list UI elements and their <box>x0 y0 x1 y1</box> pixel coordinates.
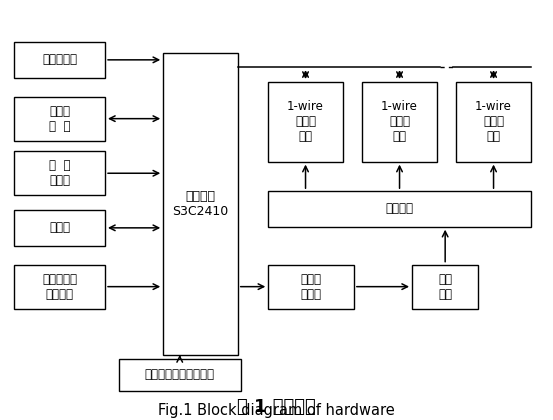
Bar <box>268 82 343 162</box>
Text: 母线对地电压测量电路: 母线对地电压测量电路 <box>145 368 215 381</box>
Text: 彩  色
触摸屏: 彩 色 触摸屏 <box>49 159 70 187</box>
Text: Fig.1 Block diagram of hardware: Fig.1 Block diagram of hardware <box>158 403 395 418</box>
Text: 主控单元
S3C2410: 主控单元 S3C2410 <box>173 190 228 218</box>
Text: 1-wire
器件传
感器: 1-wire 器件传 感器 <box>287 100 324 143</box>
Text: 微型打印机: 微型打印机 <box>42 53 77 66</box>
Bar <box>14 42 105 78</box>
Bar <box>14 97 105 141</box>
Text: 以太网
接  口: 以太网 接 口 <box>49 105 70 133</box>
Bar <box>119 359 241 391</box>
Bar <box>163 52 238 355</box>
Text: 图 1 硬件框图: 图 1 硬件框图 <box>237 398 316 415</box>
Bar <box>268 191 531 227</box>
Bar <box>14 265 105 309</box>
Text: 低频
电源: 低频 电源 <box>438 273 452 301</box>
Bar <box>14 151 105 195</box>
Text: 存储器: 存储器 <box>49 221 70 234</box>
Text: 1-wire
器件传
感器: 1-wire 器件传 感器 <box>381 100 418 143</box>
Text: 1-wire
器件传
感器: 1-wire 器件传 感器 <box>475 100 512 143</box>
Bar <box>456 82 531 162</box>
Text: 母线间电压
测量电路: 母线间电压 测量电路 <box>42 273 77 301</box>
Bar <box>412 265 478 309</box>
Bar <box>362 82 437 162</box>
Text: 直流系统: 直流系统 <box>385 202 414 215</box>
Bar <box>268 265 354 309</box>
Text: 低频信
号控制: 低频信 号控制 <box>301 273 321 301</box>
Bar <box>14 210 105 246</box>
